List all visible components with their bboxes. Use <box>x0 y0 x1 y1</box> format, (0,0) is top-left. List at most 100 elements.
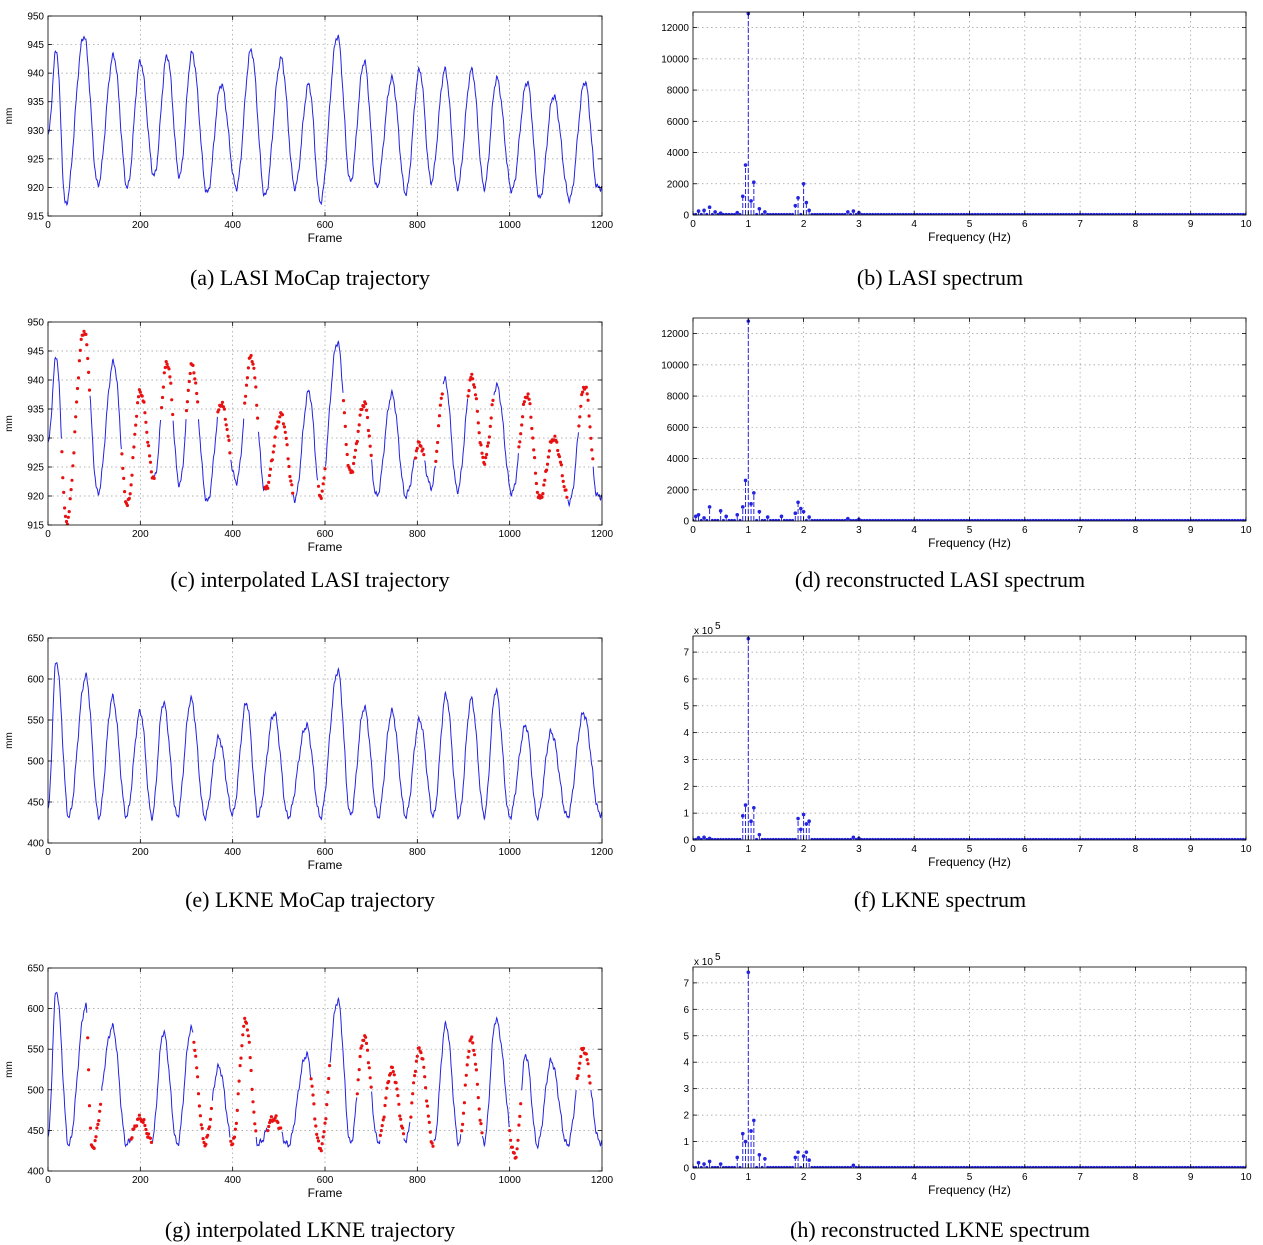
stem-marker <box>979 837 983 840</box>
stem-marker <box>1131 837 1135 840</box>
stem-marker <box>1064 212 1068 215</box>
stem-marker <box>1200 518 1204 521</box>
stem-marker <box>1122 837 1126 840</box>
stem-marker <box>1214 212 1218 215</box>
y-tick-label: 940 <box>27 376 44 387</box>
stem-marker <box>846 837 850 840</box>
interpolated-point <box>193 377 197 381</box>
y-tick-label: 0 <box>683 517 689 528</box>
stem-marker <box>1062 518 1066 521</box>
interpolated-point <box>94 1135 98 1139</box>
stem-marker <box>992 837 996 840</box>
interpolated-point <box>122 476 126 480</box>
stem-marker <box>887 1165 891 1168</box>
stem-marker <box>1059 518 1063 521</box>
stem-marker <box>1006 837 1010 840</box>
interpolated-point <box>391 1070 395 1074</box>
stem-marker <box>694 212 698 215</box>
interpolated-point <box>425 1104 430 1108</box>
interpolated-point <box>86 1036 90 1040</box>
stem-marker <box>1139 1165 1143 1168</box>
stem-marker <box>1191 837 1195 840</box>
stem-marker <box>1169 1165 1173 1168</box>
x-tick-label: 800 <box>409 1175 426 1186</box>
x-tick-label: 800 <box>409 847 426 858</box>
stem-marker <box>765 515 770 519</box>
stem-marker <box>813 837 817 840</box>
stem-marker <box>757 1152 762 1157</box>
x-tick-label: 1200 <box>591 1175 614 1186</box>
x-tick-label: 8 <box>1133 844 1139 855</box>
stem-marker <box>887 837 891 840</box>
stem-marker <box>740 1131 745 1136</box>
stem-marker <box>920 212 924 215</box>
interpolated-point <box>251 1100 255 1104</box>
stem-marker <box>885 518 889 521</box>
stem-marker <box>1045 1165 1049 1168</box>
stem-marker <box>970 518 974 521</box>
stem-marker <box>738 518 742 521</box>
stem-marker <box>920 1165 924 1168</box>
interpolated-point <box>362 1038 366 1043</box>
caption-b: (b) LASI spectrum <box>856 265 1024 290</box>
interpolated-point <box>467 389 471 393</box>
stem-marker <box>965 518 969 521</box>
stem-marker <box>804 822 809 826</box>
stem-marker <box>945 212 949 215</box>
stem-marker <box>998 837 1002 840</box>
stem-marker <box>735 210 740 215</box>
interpolated-point <box>587 414 591 418</box>
stem-marker <box>788 518 792 521</box>
stem-marker <box>755 1165 759 1168</box>
interpolated-point <box>518 440 522 444</box>
stem-marker <box>1095 837 1099 840</box>
y-tick-label: 915 <box>27 521 44 532</box>
stem-marker <box>1020 837 1024 840</box>
stem-marker <box>1003 1165 1007 1168</box>
stem-marker <box>824 212 828 215</box>
y-tick-label: 5 <box>683 1031 689 1042</box>
panel-h: 0 1 2 3 4 5 6 7 8 9 10 0 1 2 3 4 5 6 7 Frequency (Hz) x 10 5 <box>640 952 1263 1210</box>
stem-marker <box>840 212 844 215</box>
stem-marker <box>771 1165 775 1168</box>
interpolated-point <box>243 1016 247 1020</box>
interpolated-point <box>466 1055 470 1059</box>
stem-marker <box>815 212 819 215</box>
stem-marker <box>849 837 853 840</box>
stem-marker <box>876 212 880 215</box>
trajectory-line <box>48 991 602 1150</box>
y-tick-label: 8000 <box>667 86 690 97</box>
interpolated-point <box>385 1086 389 1090</box>
stem-marker <box>746 970 751 975</box>
interpolated-point <box>532 448 536 452</box>
interpolated-point <box>131 456 135 460</box>
stem-marker <box>920 518 924 521</box>
stem-marker <box>923 212 927 215</box>
y-tick-label: 650 <box>27 634 44 645</box>
plot-area <box>48 968 602 1171</box>
interpolated-point <box>267 480 271 484</box>
stem-marker <box>1053 1165 1057 1168</box>
interpolated-point <box>470 1035 474 1039</box>
x-tick-label: 1200 <box>591 220 614 231</box>
stem-marker <box>1156 518 1160 521</box>
stem-marker <box>954 518 958 521</box>
interpolated-point <box>519 1102 523 1106</box>
stem-marker <box>1180 518 1184 521</box>
stem-marker <box>1034 212 1038 215</box>
interpolated-point <box>291 491 295 495</box>
stem-marker <box>943 212 947 215</box>
stem-marker <box>1097 518 1101 521</box>
stem-marker <box>713 518 717 521</box>
stem-marker <box>890 1165 894 1168</box>
interpolated-point <box>473 385 477 389</box>
stem-marker <box>740 505 745 509</box>
stem-marker <box>1037 1165 1041 1168</box>
stem-marker <box>929 212 933 215</box>
stem-marker <box>843 837 847 840</box>
stem-marker <box>1097 212 1101 215</box>
stem-marker <box>918 518 922 521</box>
stem-marker <box>727 837 731 840</box>
stem-marker <box>835 837 839 840</box>
stem-marker <box>882 518 886 521</box>
